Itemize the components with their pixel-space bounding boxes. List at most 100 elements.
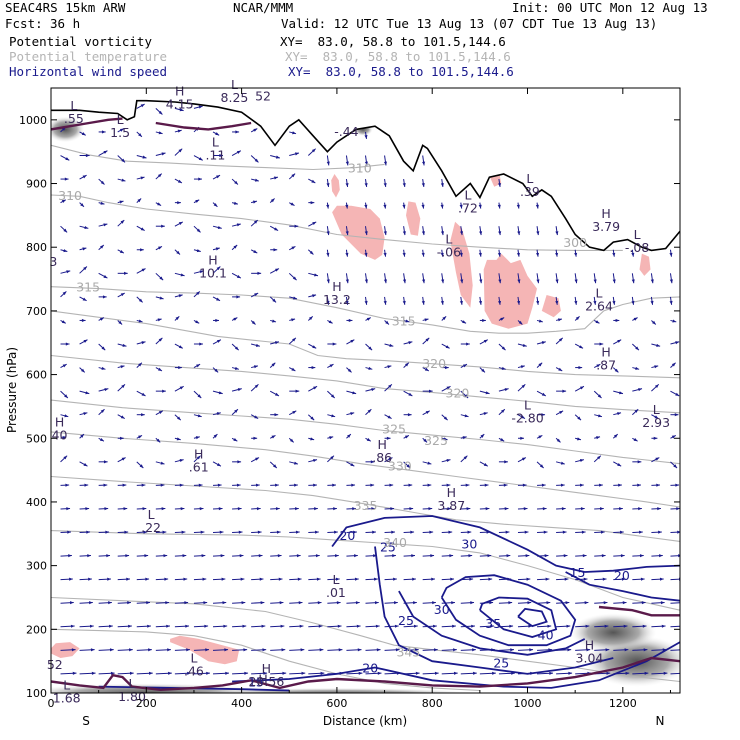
wind-vector-head [528,624,533,628]
wind-vector-head [142,507,147,511]
wind-vector-head [224,648,229,652]
wind-vector-head [422,279,426,284]
wind-vector-head [277,554,282,558]
wind-vector-head [584,601,589,605]
wind-vector-head [270,198,275,203]
pv-contour [598,605,680,617]
wind-vector-head [410,530,415,534]
wind-vector-head [160,483,165,487]
wind-vector-head [129,671,134,675]
wind-vector-head [255,343,260,347]
extremum-value: 4.15 [166,97,194,112]
wind-vector-head [414,648,419,652]
wind-vector-head [383,279,388,284]
theta-contour [51,431,680,508]
x-tick-label: 600 [326,697,347,710]
wind-vector-head [138,319,143,323]
wind-vector-head [124,271,128,275]
wind-vector-head [345,279,349,284]
wind-vector-head [331,414,336,418]
wind-vector-head [509,624,514,628]
wind-vector-head [355,601,360,605]
wind-vector-head [522,343,527,347]
wind-vector-head [218,391,223,395]
wind-vector-head [63,455,68,460]
wind-vector-head [214,368,219,373]
wind-vector-head [243,648,248,652]
wind-vector-head [313,483,317,487]
wind-vector-head [273,248,278,252]
wind-vector-head [100,180,105,185]
wind-vector-head [612,300,616,305]
wind-vector-head [271,435,276,439]
wind-vector [670,672,680,675]
wind-vector-head [185,624,190,628]
wind-vector-head [315,554,320,558]
wind-vector-head [412,577,416,581]
wind-vector-head [121,457,126,461]
wind-vector-head [562,530,567,534]
wind-vector-head [452,624,456,628]
extremum-value: .01 [326,585,346,600]
wind-vector-head [579,345,584,349]
wind-vector-head [654,365,659,369]
wind-vector-head [574,252,578,257]
wind-vector-head [120,436,124,440]
wind-vector-head [497,204,501,209]
wind-vector-head [619,530,624,534]
wind-vector-head [334,530,338,534]
wind-vector-head [101,366,106,370]
wind-vector-head [71,648,76,652]
wind-vector-head [178,148,183,153]
wind-vector-head [671,435,676,439]
wind-vector-head [383,204,387,209]
pv-fill-region [406,201,421,236]
extremum-kind: L [653,402,660,417]
wind-vector-head [157,246,162,250]
wind-vector-head [81,318,86,323]
wind-vector-head [637,483,641,487]
wind-vector-head [370,483,375,487]
wind-vector-head [251,320,256,325]
wind-vector-head [233,438,238,442]
wind-vector-head [386,436,391,440]
wind-vector-head [500,317,505,321]
wind-vector-head [538,319,543,323]
wind-vector-head [66,507,71,511]
theta-contour [51,310,680,379]
y-tick-label: 300 [26,560,47,573]
wind-vector-head [453,648,457,652]
wind-vector-head [157,202,162,206]
wind-vector-head [635,346,639,351]
wind-vector-head [597,394,602,398]
wind-vector-head [326,161,330,166]
wind-vector-head [120,365,125,369]
wind-vector-head [100,244,104,249]
wind-vector-head [368,346,373,351]
wind-vector-head [655,457,660,461]
wind-vector-head [441,279,445,284]
wind-vector-head [236,295,241,299]
wind-vector-head [236,223,241,227]
wind-vector-head [371,507,376,511]
wind-vector-head [142,155,147,159]
theta-contour [51,530,680,611]
wind-vector-head [282,671,287,675]
wind-vector-head [179,483,184,487]
wind-vector-head [523,507,528,511]
wind-vector-head [581,530,586,534]
wind-vector-head [180,273,185,277]
wind-vector-head [428,507,433,511]
wind-vector-head [179,108,184,112]
wind-vector-head [521,457,526,461]
wind-vector-head [388,457,393,461]
wind-vector-head [543,530,548,534]
wind-vector-head [422,161,426,166]
extremum-value: 2.64 [585,298,613,313]
wind-vector-head [234,366,239,370]
wind-vector-head [198,177,202,181]
wind-vector-head [196,455,201,460]
wind-vector-head [295,507,299,511]
wind-vector-head [254,158,259,163]
wind-vector-head [633,438,638,442]
